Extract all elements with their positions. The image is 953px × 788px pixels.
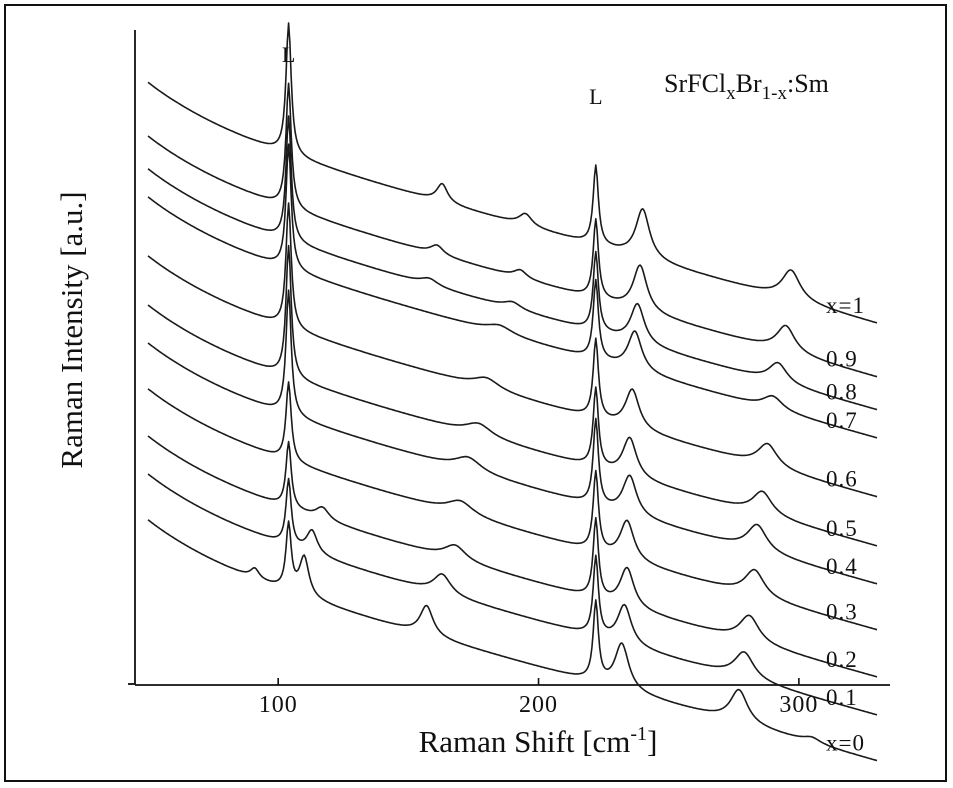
spectra-group (147, 22, 878, 762)
series-labels: x=1 0.9 0.8 0.7 0.6 0.5 0.4 0.3 0.2 0.1 x=0 (826, 293, 865, 756)
x-axis-title: Raman Shift [cm-1] (419, 723, 658, 759)
spectrum-line-1 (147, 82, 878, 378)
series-label-5: 0.5 (826, 516, 858, 541)
peak-marker-L-0: L (282, 42, 295, 67)
series-label-8: 0.2 (826, 647, 858, 672)
x-tick-label-100: 100 (259, 692, 298, 718)
spectrum-line-2 (147, 115, 878, 411)
spectrum-line-9 (147, 473, 878, 716)
spectrum-line-3 (147, 143, 878, 439)
spectrum-line-5 (147, 244, 878, 547)
spectrum-line-4 (147, 202, 878, 498)
compound-label: SrFClxBr1-x:Sm (664, 69, 829, 104)
series-label-1: 0.9 (826, 347, 858, 372)
spectrum-line-8 (147, 435, 878, 678)
series-label-3: 0.7 (826, 408, 858, 433)
series-label-7: 0.3 (826, 600, 858, 625)
series-label-10: x=0 (826, 731, 865, 756)
spectrum-line-7 (147, 381, 878, 631)
y-axis-title: Raman Intensity [a.u.] (54, 191, 89, 468)
series-label-4: 0.6 (826, 467, 858, 492)
series-label-0: x=1 (826, 293, 865, 318)
spectrum-line-0 (147, 22, 878, 324)
x-tick-label-200: 200 (519, 692, 558, 718)
peak-markers: LL (282, 42, 603, 109)
figure-frame (4, 4, 947, 782)
peak-marker-L-1: L (589, 84, 602, 109)
x-ticks: 100 200 300 (259, 678, 817, 718)
spectrum-line-6 (147, 289, 878, 585)
series-label-6: 0.4 (826, 554, 858, 579)
spectrum-line-10 (147, 519, 878, 762)
series-label-9: 0.1 (826, 685, 858, 710)
series-label-2: 0.8 (826, 380, 858, 405)
